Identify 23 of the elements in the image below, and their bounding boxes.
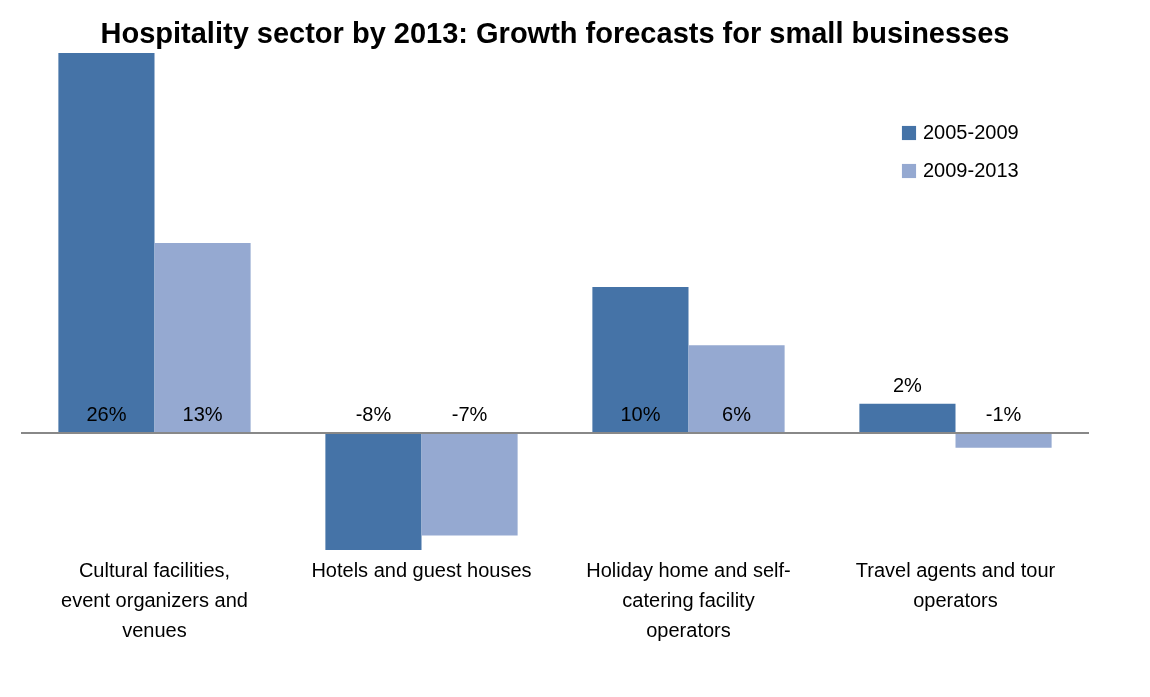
bar (154, 243, 251, 434)
data-label: -8% (355, 403, 392, 426)
bar (592, 286, 689, 434)
data-label: 26% (86, 403, 127, 426)
legend-label: 2009-2013 (923, 159, 1019, 181)
data-label: 13% (182, 403, 223, 426)
bar (421, 433, 518, 536)
bar (325, 433, 422, 550)
bar (688, 345, 785, 434)
bar (58, 53, 155, 434)
data-label: -1% (985, 403, 1022, 426)
chart-title: Hospitality sector by 2013: Growth forecasts for small businesses (100, 17, 1010, 49)
legend-label: 2005-2009 (923, 121, 1019, 143)
data-label: -7% (451, 403, 488, 426)
bar (859, 403, 956, 434)
data-label: 6% (722, 403, 752, 426)
bar (955, 433, 1052, 448)
data-label: 10% (620, 403, 661, 426)
x-tick-label: Holiday home and self-catering facility operators (586, 558, 791, 641)
x-tick-label: Cultural facilities, event organizers and venues (61, 558, 248, 641)
x-tick-label: Hotels and guest houses (311, 558, 532, 581)
x-tick-label: Travel agents and tour operators (855, 558, 1056, 611)
data-label: 2% (892, 373, 923, 396)
